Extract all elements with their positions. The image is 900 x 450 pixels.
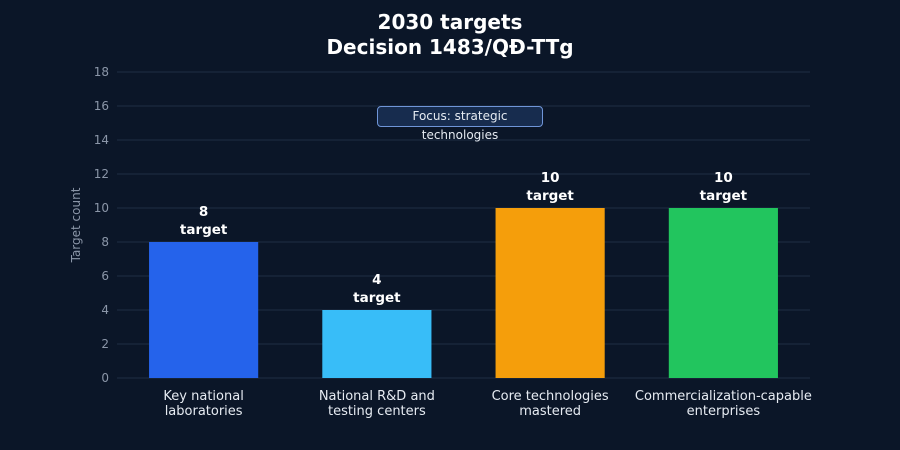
data-label-value: 4 — [372, 272, 381, 288]
y-tick-label: 8 — [101, 235, 109, 249]
x-tick-label: National R&D and — [319, 389, 435, 404]
y-tick-label: 16 — [94, 99, 109, 113]
y-tick-label: 12 — [94, 167, 109, 181]
y-tick-label: 4 — [101, 303, 109, 317]
x-tick-label: enterprises — [687, 404, 761, 419]
bar — [322, 310, 432, 378]
data-label-unit: target — [353, 290, 401, 306]
bar — [149, 242, 259, 378]
x-tick-label: laboratories — [165, 404, 243, 419]
y-tick-label: 10 — [94, 201, 109, 215]
data-label-value: 10 — [714, 170, 733, 186]
data-label-value: 8 — [199, 204, 208, 220]
annotation-box: Focus: strategic technologies — [377, 106, 543, 142]
x-tick-label: mastered — [519, 404, 581, 419]
y-axis-label: Target count — [69, 187, 83, 263]
x-tick-label: testing centers — [328, 404, 426, 419]
y-tick-label: 6 — [101, 269, 109, 283]
y-tick-label: 2 — [101, 337, 109, 351]
chart-subtitle: Decision 1483/QĐ-TTg — [326, 35, 574, 59]
chart-title: 2030 targets — [377, 10, 523, 34]
x-tick-label: Commercialization-capable — [635, 389, 812, 404]
data-label-unit: target — [180, 222, 228, 238]
data-label-value: 10 — [541, 170, 560, 186]
x-tick-label: Key national — [163, 389, 243, 404]
bar — [495, 208, 605, 378]
y-tick-label: 0 — [101, 371, 109, 385]
data-label-unit: target — [526, 188, 574, 204]
y-tick-label: 18 — [94, 65, 109, 79]
y-tick-label: 14 — [94, 133, 109, 147]
data-label-unit: target — [700, 188, 748, 204]
x-tick-label: Core technologies — [492, 389, 609, 404]
bar — [668, 208, 778, 378]
